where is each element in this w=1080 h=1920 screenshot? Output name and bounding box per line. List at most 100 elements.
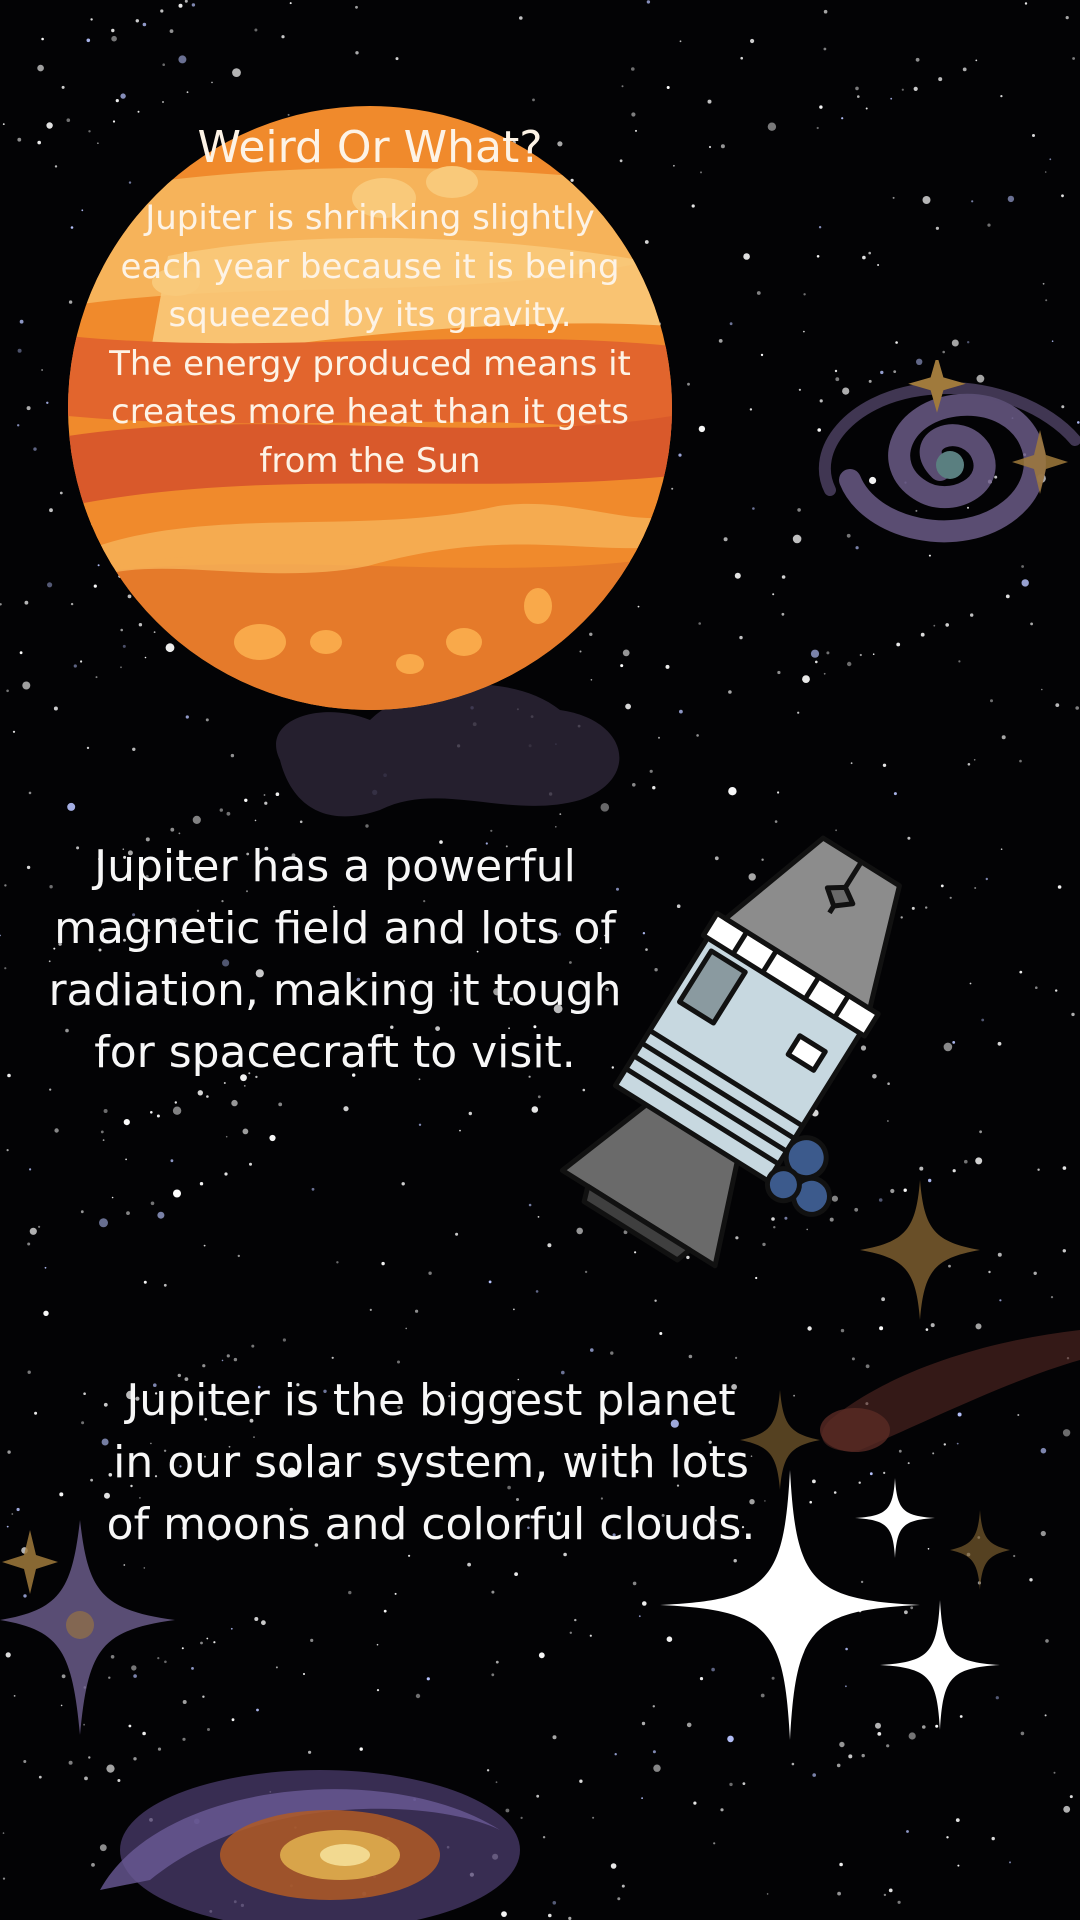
star-dot [26, 406, 31, 411]
star-dot [296, 1383, 300, 1387]
star-dot [179, 1465, 182, 1468]
star-dot [170, 827, 175, 832]
star-dot [812, 1773, 816, 1777]
star-dot [589, 632, 593, 636]
star-dot [73, 664, 77, 668]
star-dot [895, 341, 898, 344]
star-dot [845, 1647, 848, 1651]
star-dot [53, 947, 56, 950]
star-dot [120, 666, 122, 669]
star-dot [508, 1027, 510, 1030]
star-dot [671, 487, 674, 490]
star-dot [638, 1615, 641, 1618]
star-dot [81, 209, 84, 212]
star-dot [1033, 1271, 1037, 1276]
star-dot [1062, 1249, 1067, 1253]
star-dot [723, 537, 728, 542]
star-dot [634, 1469, 639, 1474]
star-dot [750, 38, 755, 44]
star-dot [817, 428, 821, 432]
spacecraft-icon [559, 835, 902, 1269]
star-dot [289, 1507, 293, 1511]
fact-line: of moons and colorful clouds. [106, 1499, 756, 1550]
star-dot [281, 35, 285, 39]
star-dot [766, 1893, 769, 1895]
star-dot [798, 388, 802, 391]
star-dot [70, 226, 74, 229]
star-dot [845, 1685, 847, 1688]
star-dot [46, 122, 53, 129]
star-dot [772, 593, 775, 596]
star-dot [1000, 848, 1003, 850]
star-dot [95, 676, 98, 679]
star-dot [222, 1412, 227, 1416]
star-dot [915, 57, 920, 62]
star-dot [1013, 1554, 1016, 1558]
star-dot [49, 1088, 52, 1091]
star-dot [381, 1465, 384, 1468]
star-dot [654, 968, 658, 972]
star-dot [1040, 1530, 1046, 1537]
star-dot [883, 1471, 886, 1474]
star-dot [226, 1354, 230, 1358]
star-dot [922, 1725, 926, 1729]
comet-icon [820, 1330, 1080, 1452]
star-dot [7, 1450, 11, 1454]
star-dot [221, 1359, 224, 1362]
star-dot [994, 475, 998, 479]
star-dot [47, 582, 53, 588]
star-dot [877, 264, 880, 266]
star-dot [275, 792, 280, 796]
star-dot [314, 1543, 319, 1547]
star-dot [600, 803, 610, 812]
fact-line: in our solar system, with lots [113, 1437, 749, 1488]
star-dot [142, 22, 147, 27]
star-dot [169, 29, 174, 33]
star-dot [893, 370, 897, 373]
planet-fact-line: Jupiter is shrinking slightly [145, 198, 595, 238]
star-dot [1021, 579, 1029, 587]
star-dot [181, 931, 183, 934]
star-dot [610, 1351, 614, 1355]
star-dot [819, 105, 823, 109]
star-dot [202, 1364, 206, 1368]
star-dot [287, 113, 290, 116]
star-dot [620, 664, 624, 668]
star-dot [143, 1567, 146, 1569]
star-dot [645, 948, 648, 951]
star-dot [254, 1617, 259, 1621]
star-dot [33, 447, 37, 451]
star-dot [945, 623, 949, 627]
star-dot [1061, 405, 1065, 409]
star-dot [130, 1484, 133, 1488]
star-dot [29, 1168, 32, 1171]
star-dot [514, 1572, 518, 1576]
star-dot [553, 1004, 563, 1014]
star-dot [925, 1328, 929, 1331]
jupiter-fact-biggest-planet: Jupiter is the biggest planet in our sol… [86, 1370, 776, 1556]
star-dot [255, 969, 264, 978]
star-dot [590, 679, 593, 681]
star-dot [17, 424, 20, 427]
star-dot [659, 1332, 663, 1335]
star-dot [720, 1808, 724, 1812]
star-dot [1055, 989, 1058, 992]
star-dot [698, 622, 701, 625]
star-dot [955, 1818, 960, 1822]
star-dot [803, 293, 806, 296]
star-dot [847, 661, 852, 667]
star-dot [708, 1440, 712, 1444]
star-dot [901, 88, 904, 91]
star-dot [248, 1072, 251, 1075]
nebula-cloud-icon [276, 684, 620, 817]
star-dot [103, 1109, 108, 1113]
star-dot [289, 2, 292, 5]
star-dot [967, 341, 970, 344]
star-dot [164, 1660, 167, 1664]
star-dot [823, 9, 828, 14]
star-dot [893, 792, 897, 796]
star-dot [88, 1756, 91, 1759]
star-dot [548, 1913, 552, 1918]
star-dot [969, 982, 972, 985]
star-dot [536, 1794, 540, 1798]
